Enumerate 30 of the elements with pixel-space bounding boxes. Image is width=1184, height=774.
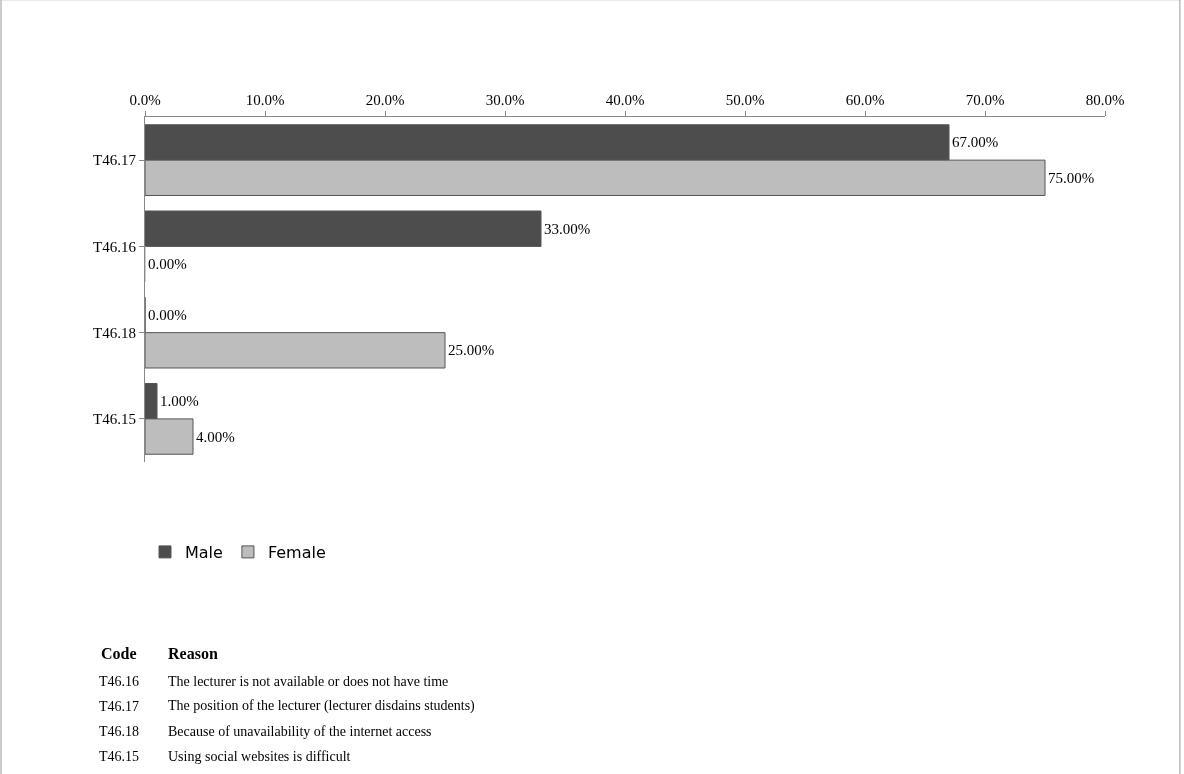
x-tick-label: 10.0% [245, 92, 285, 108]
data-label: 1.00% [160, 393, 199, 410]
x-tick-label: 30.0% [485, 92, 525, 108]
data-label: 25.00% [448, 342, 495, 359]
y-tick-label: T46.17 [93, 152, 137, 169]
data-label: 4.00% [196, 428, 235, 445]
x-tick-label: 20.0% [365, 92, 405, 108]
data-label: 0.00% [148, 306, 187, 323]
x-tick-label: 80.0% [1085, 92, 1125, 108]
data-label: 33.00% [544, 220, 591, 237]
text: The lecturer is not available or does not have time [168, 674, 449, 689]
y-tick-label: T46.15 [93, 411, 136, 428]
legend-label: Female [267, 543, 326, 563]
y-tick-label: T46.16 [93, 238, 137, 255]
data-label: 75.00% [1048, 169, 1095, 186]
text: Code [101, 645, 137, 662]
legend-label: Male [185, 543, 223, 563]
data-label: 67.00% [952, 134, 999, 151]
x-tick-label: 50.0% [725, 92, 765, 108]
text: Because of unavailability of the internet access [168, 724, 432, 739]
bar [145, 210, 542, 247]
text: Using social websites is difficult [168, 749, 351, 764]
x-tick-label: 0.0% [129, 92, 161, 108]
data-label: 0.00% [148, 256, 187, 273]
x-tick-label: 40.0% [605, 92, 645, 108]
x-tick-label: 70.0% [965, 92, 1005, 108]
text: Reason [168, 645, 218, 662]
x-tick-label: 60.0% [845, 92, 885, 108]
text: The position of the lecturer (lecturer disdains students) [168, 698, 476, 714]
y-tick-label: T46.18 [93, 324, 136, 341]
